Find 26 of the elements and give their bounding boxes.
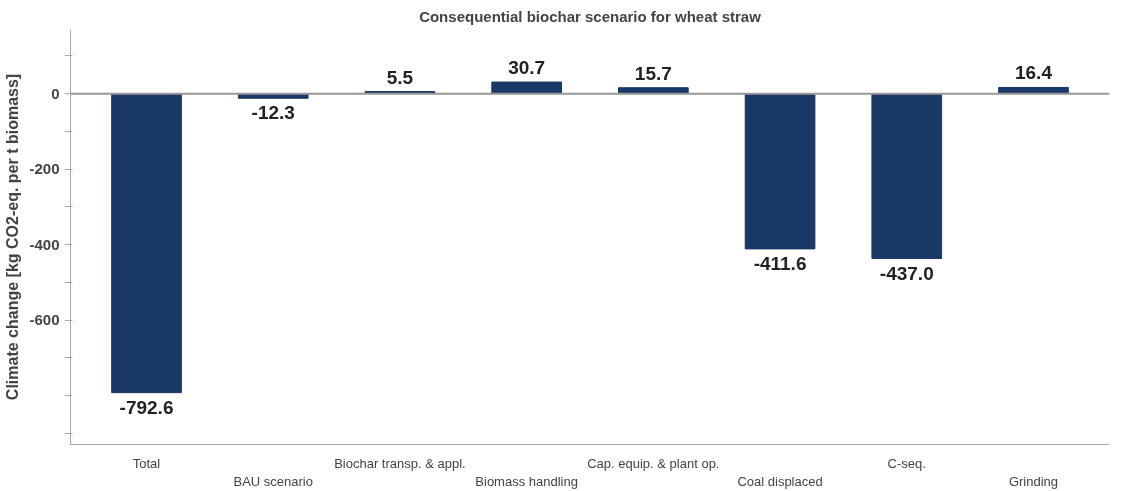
x-tick-label: Biochar transp. & appl. [334, 455, 466, 471]
bar [491, 81, 562, 95]
x-tick-label: Biomass handling [475, 473, 578, 489]
data-label: -437.0 [879, 262, 934, 284]
y-tick-label: -400 [29, 235, 60, 253]
data-label: 15.7 [634, 62, 672, 84]
data-label: 5.5 [386, 66, 414, 88]
x-tick-label: Grinding [1008, 473, 1059, 489]
data-label: 30.7 [508, 57, 546, 79]
x-tick-label: C-seq. [887, 455, 926, 471]
data-label: -411.6 [753, 252, 807, 274]
x-tick-label: Coal displaced [737, 473, 823, 489]
data-label: -792.6 [119, 396, 174, 418]
x-tick-label: BAU scenario [233, 473, 313, 489]
x-tick-label: Total [132, 455, 161, 471]
data-label: 16.4 [1014, 62, 1053, 84]
bar [111, 93, 182, 394]
y-tick-label: -600 [29, 311, 60, 328]
y-axis-title: Climate change [kg CO2-eq. per t biomass] [4, 73, 22, 401]
x-tick-label: Cap. equip. & plant op. [587, 455, 720, 471]
data-label: -12.3 [251, 102, 295, 124]
y-tick-label: 0 [51, 84, 60, 102]
bar [871, 93, 943, 259]
bar [744, 93, 816, 250]
y-tick-label: -200 [29, 160, 60, 178]
chart-title: Consequential biochar scenario for wheat straw [419, 7, 762, 25]
